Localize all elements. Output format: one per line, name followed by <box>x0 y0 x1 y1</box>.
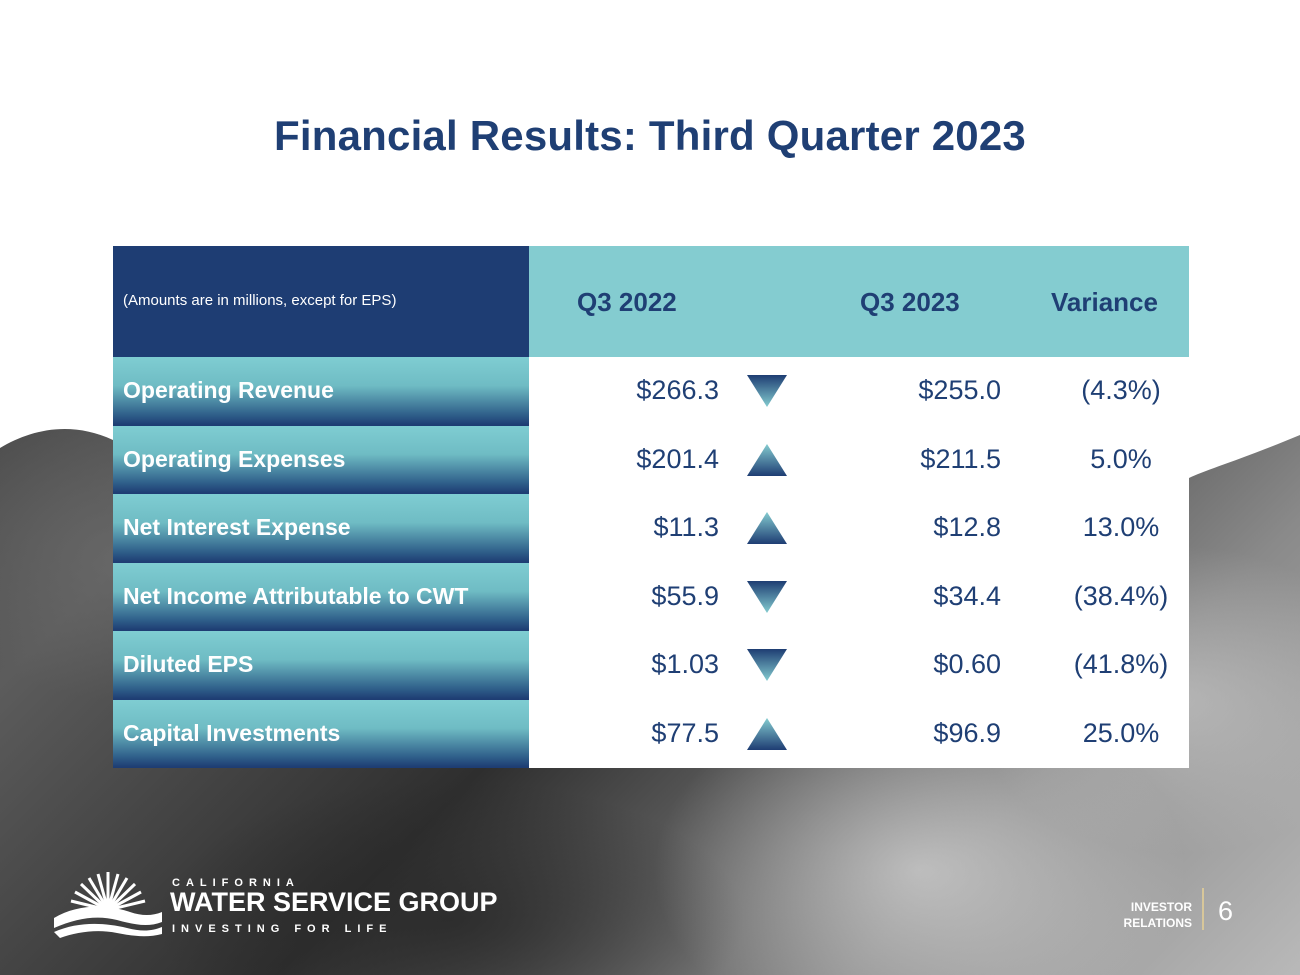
table-row: Net Income Attributable to CWT $55.9 $34.4… <box>113 562 1189 631</box>
trend-up-icon <box>747 716 787 752</box>
amounts-note: (Amounts are in millions, except for EPS… <box>123 292 397 309</box>
row-data-cell: $11.3 $12.8 13.0% <box>529 494 1189 563</box>
footer-divider <box>1202 888 1204 930</box>
value-q3-2023: $34.4 <box>933 580 1001 611</box>
value-q3-2022: $1.03 <box>651 649 719 679</box>
logo-wordmark: WATER SERVICE GROUP <box>170 887 498 917</box>
value-q3-2022: $55.9 <box>651 580 719 611</box>
value-variance: 25.0% <box>1082 717 1160 748</box>
row-label-cell: Capital Investments <box>113 699 529 768</box>
logo-tagline: INVESTING FOR LIFE <box>172 923 393 935</box>
value-variance: 13.0% <box>1082 512 1160 542</box>
row-label: Operating Revenue <box>123 377 334 403</box>
table-row: Capital Investments $77.5 $96.9 25.0% <box>113 699 1189 768</box>
row-data-cell: $55.9 $34.4 (38.4%) <box>529 562 1189 631</box>
row-label: Net Income Attributable to CWT <box>123 582 469 609</box>
table-row: Diluted EPS $1.03 $0.60 (41.8%) <box>113 631 1189 700</box>
header-columns-cell: Q3 2022 Q3 2023 Variance <box>529 246 1189 357</box>
row-data-cell: $201.4 $211.5 5.0% <box>529 425 1189 494</box>
table-body: Operating Revenue $266.3 $255.0 (4.3%) Opera… <box>113 357 1189 768</box>
table-row: Net Interest Expense $11.3 $12.8 13.0% <box>113 494 1189 563</box>
row-data-cell: $77.5 $96.9 25.0% <box>529 699 1189 768</box>
row-label-cell: Diluted EPS <box>113 631 529 700</box>
column-header-q3-2022: Q3 2022 <box>577 287 677 317</box>
trend-down-icon <box>747 373 787 409</box>
value-variance: (4.3%) <box>1081 375 1161 405</box>
value-q3-2022: $11.3 <box>653 512 719 542</box>
value-q3-2023: $96.9 <box>933 717 1001 748</box>
value-q3-2022: $201.4 <box>636 443 719 474</box>
logo-california-text: CALIFORNIA <box>172 877 300 889</box>
row-data-cell: $266.3 $255.0 (4.3%) <box>529 357 1189 426</box>
row-label-cell: Operating Expenses <box>113 425 529 494</box>
row-label-cell: Net Interest Expense <box>113 494 529 563</box>
value-q3-2023: $0.60 <box>933 649 1001 679</box>
value-variance: (41.8%) <box>1073 649 1169 679</box>
column-header-q3-2023: Q3 2023 <box>860 287 960 317</box>
trend-up-icon <box>747 442 787 478</box>
value-variance: 5.0% <box>1090 443 1152 474</box>
trend-down-icon <box>747 579 787 615</box>
table-row: Operating Expenses $201.4 $211.5 5.0% <box>113 425 1189 494</box>
page-number: 6 <box>1218 896 1234 926</box>
value-q3-2023: $211.5 <box>920 443 1001 474</box>
table-row: Operating Revenue $266.3 $255.0 (4.3%) <box>113 357 1189 426</box>
value-q3-2023: $255.0 <box>918 375 1001 405</box>
row-data-cell: $1.03 $0.60 (41.8%) <box>529 631 1189 700</box>
row-label: Capital Investments <box>123 719 341 746</box>
row-label-cell: Net Income Attributable to CWT <box>113 562 529 631</box>
financial-results-table: (Amounts are in millions, except for EPS… <box>113 246 1189 768</box>
value-q3-2023: $12.8 <box>933 512 1001 542</box>
slide-title: Financial Results: Third Quarter 2023 <box>274 112 1026 159</box>
row-label: Diluted EPS <box>123 651 254 677</box>
row-label: Net Interest Expense <box>123 514 351 540</box>
value-q3-2022: $266.3 <box>636 375 719 405</box>
table-header: (Amounts are in millions, except for EPS… <box>113 246 1189 357</box>
value-q3-2022: $77.5 <box>651 717 719 748</box>
trend-up-icon <box>747 510 787 546</box>
header-note-cell: (Amounts are in millions, except for EPS… <box>113 246 529 357</box>
value-variance: (38.4%) <box>1073 580 1169 611</box>
investor-relations-line1: INVESTOR <box>1130 900 1192 914</box>
row-label: Operating Expenses <box>123 445 346 472</box>
company-logo-sun-wave-icon <box>54 872 162 938</box>
trend-down-icon <box>747 647 787 683</box>
investor-relations-line2: RELATIONS <box>1123 916 1192 930</box>
row-label-cell: Operating Revenue <box>113 357 529 426</box>
column-header-variance: Variance <box>1051 287 1158 317</box>
